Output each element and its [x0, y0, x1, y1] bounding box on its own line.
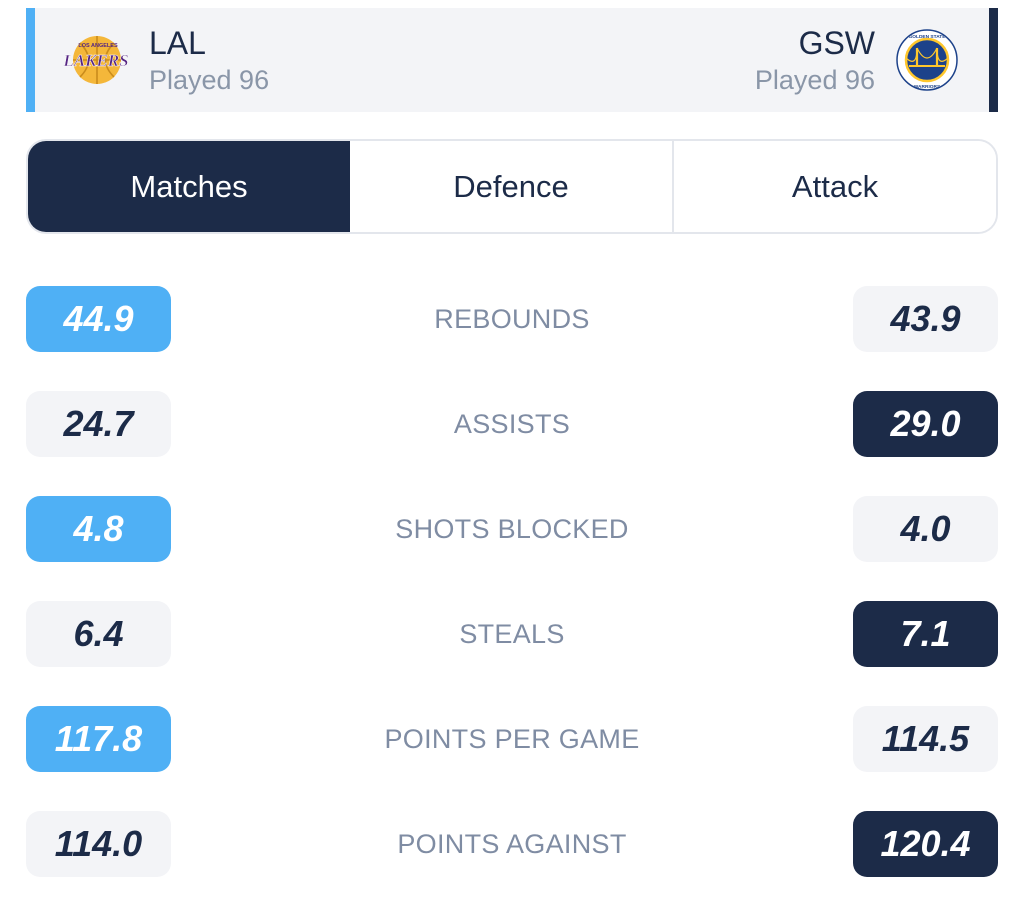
warriors-logo-icon: GOLDEN STATE WARRIORS	[887, 20, 967, 100]
away-team-abbr: GSW	[798, 25, 875, 61]
tab-matches[interactable]: Matches	[28, 141, 350, 232]
matchup-header: LOS ANGELES LAKERS LAL Played 96 GSW Pla…	[26, 8, 998, 112]
home-stat-value: 6.4	[26, 601, 171, 667]
stats-list: 44.9 REBOUNDS 43.9 24.7 ASSISTS 29.0 4.8…	[26, 285, 998, 912]
stat-label: REBOUNDS	[434, 303, 590, 334]
lakers-logo-icon: LOS ANGELES LAKERS	[57, 20, 137, 100]
stats-tabs: Matches Defence Attack	[26, 139, 998, 234]
stat-row-steals: 6.4 STEALS 7.1	[26, 600, 998, 705]
away-stat-value: 29.0	[853, 391, 998, 457]
tab-attack[interactable]: Attack	[674, 141, 996, 232]
stat-row-points-per-game: 117.8 POINTS PER GAME 114.5	[26, 705, 998, 810]
home-team-abbr: LAL	[149, 25, 206, 61]
stat-label: POINTS PER GAME	[384, 723, 640, 754]
stat-label: SHOTS BLOCKED	[395, 513, 629, 544]
away-stat-value: 43.9	[853, 286, 998, 352]
lakers-logo-text: LAKERS	[62, 51, 128, 70]
home-team[interactable]: LOS ANGELES LAKERS LAL Played 96	[57, 8, 269, 112]
stat-row-shots-blocked: 4.8 SHOTS BLOCKED 4.0	[26, 495, 998, 600]
home-stat-value: 44.9	[26, 286, 171, 352]
away-stat-value: 4.0	[853, 496, 998, 562]
away-stat-value: 114.5	[853, 706, 998, 772]
lakers-logo-text-top: LOS ANGELES	[78, 43, 118, 49]
away-stat-value: 120.4	[853, 811, 998, 877]
home-team-played: Played 96	[149, 65, 270, 95]
stat-row-points-against: 114.0 POINTS AGAINST 120.4	[26, 810, 998, 912]
home-stat-value: 4.8	[26, 496, 171, 562]
stat-label: POINTS AGAINST	[397, 828, 627, 859]
stat-row-rebounds: 44.9 REBOUNDS 43.9	[26, 285, 998, 390]
stat-label: STEALS	[459, 618, 565, 649]
away-team-played: Played 96	[754, 65, 875, 95]
away-team[interactable]: GSW Played 96 GOLDEN STATE WARRIORS	[755, 8, 967, 112]
stat-label: ASSISTS	[453, 408, 571, 439]
warriors-logo-text-top: GOLDEN STATE	[909, 34, 947, 40]
home-stat-value: 114.0	[26, 811, 171, 877]
stat-row-assists: 24.7 ASSISTS 29.0	[26, 390, 998, 495]
home-stat-value: 117.8	[26, 706, 171, 772]
warriors-logo-text-bottom: WARRIORS	[914, 84, 941, 90]
away-stat-value: 7.1	[853, 601, 998, 667]
home-stat-value: 24.7	[26, 391, 171, 457]
tab-defence[interactable]: Defence	[350, 141, 674, 232]
